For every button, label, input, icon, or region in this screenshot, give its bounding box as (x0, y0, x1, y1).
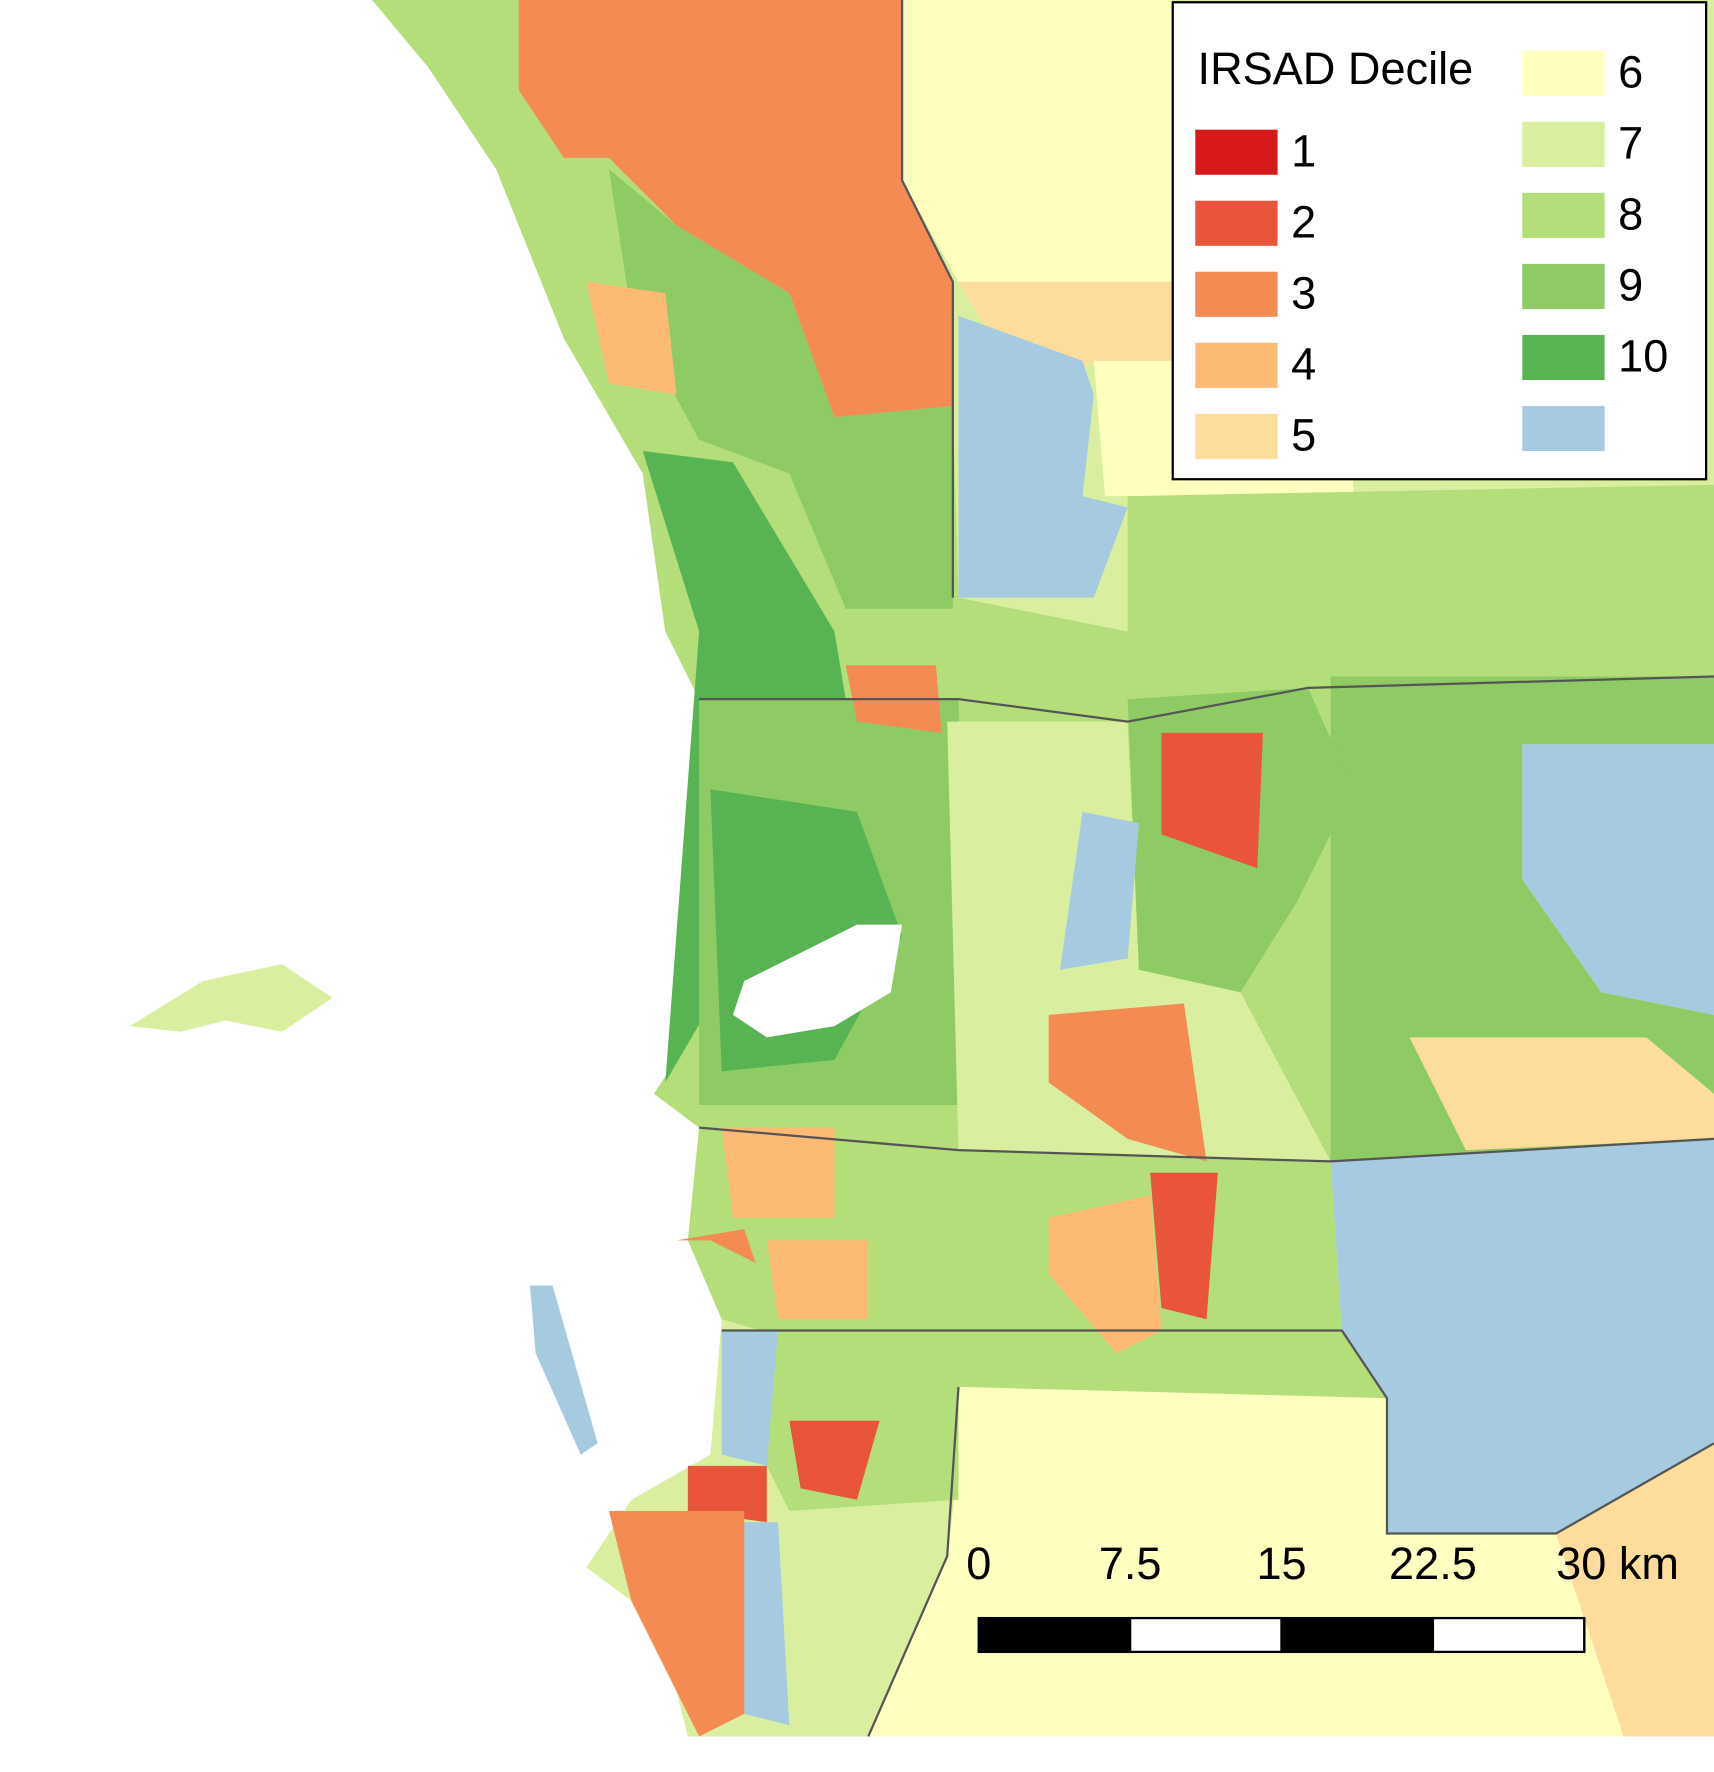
scale-label: 30 km (1556, 1538, 1679, 1589)
boundary (867, 1386, 960, 1737)
region (721, 1127, 835, 1218)
legend-swatch (1522, 192, 1605, 238)
legend-label: 3 (1291, 267, 1316, 318)
legend-swatch (1195, 413, 1278, 459)
legend-label: 7 (1618, 117, 1643, 168)
region (1522, 744, 1714, 1015)
island (529, 1285, 598, 1455)
region (1330, 1138, 1714, 1534)
region (1059, 811, 1139, 970)
legend-label: 1 (1291, 125, 1316, 176)
region (687, 1465, 767, 1523)
scale-segment (1280, 1616, 1435, 1654)
region (1150, 1172, 1218, 1320)
region (732, 1522, 790, 1726)
region (766, 1240, 869, 1320)
legend-label: 4 (1291, 338, 1316, 389)
legend-label: 9 (1618, 260, 1643, 311)
legend-label: 10 (1618, 331, 1668, 382)
region (789, 1420, 880, 1500)
region (902, 0, 1173, 282)
legend-label: 2 (1291, 196, 1316, 247)
region (1048, 1003, 1207, 1162)
scale-label: 7.5 (1099, 1538, 1162, 1589)
region (676, 1229, 756, 1263)
scale-segment (1129, 1616, 1283, 1654)
legend-label: 6 (1618, 46, 1643, 97)
boundary (699, 1126, 1714, 1163)
legend-swatch (1195, 271, 1278, 317)
region (1161, 732, 1263, 869)
region (1127, 484, 1714, 677)
boundary (699, 675, 1714, 723)
scale-label: 15 (1256, 1538, 1306, 1589)
legend-label: 8 (1618, 189, 1643, 240)
legend-swatch (1195, 129, 1278, 175)
island (129, 964, 333, 1032)
boundary (721, 1329, 1714, 1535)
region (608, 169, 953, 609)
boundary (900, 0, 954, 598)
legend-swatch (1522, 50, 1605, 96)
region (721, 1330, 779, 1466)
region (608, 1510, 745, 1737)
legend-swatch (1522, 405, 1605, 452)
region (947, 721, 1331, 1162)
region (1556, 1443, 1714, 1737)
region (958, 281, 1173, 384)
region (1048, 1195, 1162, 1354)
legend-label: 5 (1291, 410, 1316, 461)
legend-swatch (1522, 121, 1605, 167)
legend-swatch (1522, 334, 1605, 380)
region (642, 451, 846, 1083)
region (1093, 360, 1354, 497)
scale-label: 0 (966, 1538, 991, 1589)
river (732, 924, 903, 1038)
region (958, 315, 1128, 598)
legend-title: IRSAD Decile (1198, 43, 1474, 94)
legend-swatch (1195, 200, 1278, 246)
scale-segment (1431, 1616, 1586, 1654)
region (586, 281, 677, 395)
scale-label: 22.5 (1389, 1538, 1477, 1589)
legend-swatch (1195, 342, 1278, 388)
region (1409, 1037, 1714, 1151)
legend-swatch (1522, 263, 1605, 309)
scale-segment (977, 1616, 1132, 1654)
region (518, 0, 953, 418)
